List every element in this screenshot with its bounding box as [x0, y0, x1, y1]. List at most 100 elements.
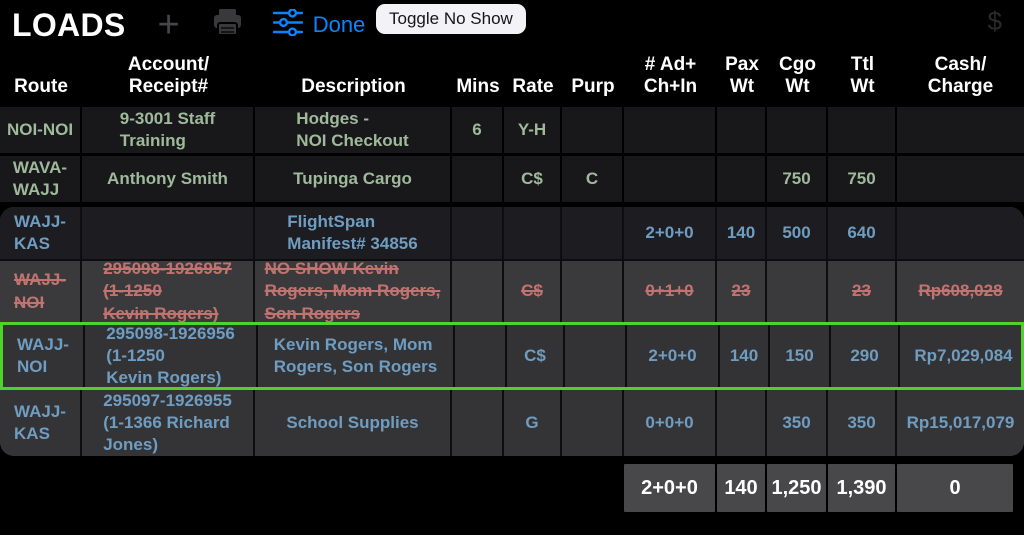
rate-cell: C$ [507, 325, 565, 387]
description-cell: Kevin Rogers, Mom Rogers, Son Rogers [258, 325, 455, 387]
header-rate: Rate [512, 75, 554, 97]
total-ttl-wt: 1,390 [828, 464, 895, 512]
ttl-wt-cell: 23 [828, 261, 897, 322]
load-row-selected-kevin-rogers[interactable]: WAJJ- NOI 295098-1926956 (1-1250 Kevin R… [0, 322, 1024, 390]
description-cell: Hodges - NOI Checkout [255, 107, 452, 153]
load-row-wava-wajj[interactable]: WAVA- WAJJ Anthony Smith Tupinga Cargo C… [0, 156, 1024, 202]
total-cgo-wt: 1,250 [767, 464, 826, 512]
ttl-wt-cell: 290 [831, 325, 900, 387]
description-cell: Tupinga Cargo [255, 156, 452, 202]
account-cell [82, 207, 255, 259]
purp-cell [562, 207, 624, 259]
purp-cell [562, 390, 624, 456]
ttl-wt-cell: 350 [828, 390, 897, 456]
cgo-wt-cell [767, 107, 828, 153]
rate-cell: G [504, 390, 562, 456]
header-route: Route [14, 75, 68, 97]
pax-wt-cell: 140 [717, 207, 767, 259]
header-pax-wt: Pax Wt [725, 53, 759, 97]
total-pax-wt: 140 [717, 464, 765, 512]
counts-cell: 2+0+0 [624, 207, 717, 259]
pax-wt-cell [717, 156, 767, 202]
pax-wt-cell: 23 [717, 261, 767, 322]
mins-cell [455, 325, 507, 387]
totals-row: 2+0+0 140 1,250 1,390 0 [624, 464, 1013, 512]
rate-cell: Y-H [504, 107, 562, 153]
cash-charge-cell: Rp608,028 [918, 281, 1003, 301]
route-cell: WAJJ- KAS [0, 390, 82, 456]
header-account-receipt: Account/ Receipt# [127, 53, 210, 97]
ttl-wt-cell: 640 [828, 207, 897, 259]
print-button[interactable] [212, 8, 243, 42]
cgo-wt-cell: 150 [770, 325, 831, 387]
table-header-row: Route Account/ Receipt# Description Mins… [0, 50, 1024, 105]
top-nav-bar: LOADS + [0, 0, 1024, 50]
cgo-wt-cell: 500 [767, 207, 828, 259]
route-cell: NOI-NOI [0, 107, 82, 153]
rate-cell: C$ [504, 156, 562, 202]
account-cell: 295097-1926955 (1-1366 Richard Jones) [82, 390, 255, 456]
mins-cell [452, 207, 504, 259]
purp-cell [562, 261, 624, 322]
sliders-icon [272, 8, 303, 41]
flight-loads-card: WAJJ- KAS FlightSpan Manifest# 34856 2+0… [0, 207, 1024, 456]
cash-charge-cell [897, 207, 1024, 259]
dollar-icon[interactable]: $ [987, 6, 1002, 36]
rate-cell: C$ [504, 261, 562, 322]
account-cell: 9-3001 Staff Training [82, 107, 255, 153]
load-row-no-show[interactable]: WAJJ- NOI 295098-1926957 (1-1250 Kevin R… [0, 259, 1024, 322]
pax-wt-cell: 140 [720, 325, 770, 387]
mins-cell [452, 261, 504, 322]
load-rows-group: NOI-NOI 9-3001 Staff Training Hodges - N… [0, 107, 1024, 202]
load-row-school-supplies[interactable]: WAJJ- KAS 295097-1926955 (1-1366 Richard… [0, 390, 1024, 456]
header-mins: Mins [456, 75, 500, 97]
mins-cell: 6 [452, 107, 504, 153]
description-cell: NO SHOW Kevin Rogers, Mom Rogers, Son Ro… [255, 261, 452, 322]
route-cell: WAVA- WAJJ [0, 156, 82, 202]
pax-wt-cell [717, 107, 767, 153]
account-cell: 295098-1926956 (1-1250 Kevin Rogers) [85, 325, 258, 387]
header-ttl-wt: Ttl Wt [850, 53, 875, 97]
mins-cell [452, 390, 504, 456]
mins-cell [452, 156, 504, 202]
total-cash-charge: 0 [897, 464, 1013, 512]
account-cell: 295098-1926957 (1-1250 Kevin Rogers) [82, 261, 255, 322]
ttl-wt-cell: 750 [828, 156, 897, 202]
page-title: LOADS [12, 6, 126, 43]
counts-cell [624, 156, 717, 202]
cgo-wt-cell: 750 [767, 156, 828, 202]
description-cell: School Supplies [255, 390, 452, 456]
counts-cell: 0+0+0 [624, 390, 717, 456]
cash-charge-cell [897, 156, 1024, 202]
add-load-button[interactable]: + [157, 4, 180, 46]
ttl-wt-cell [828, 107, 897, 153]
header-ad-ch-in: # Ad+ Ch+In [643, 53, 698, 97]
load-row-noi-noi[interactable]: NOI-NOI 9-3001 Staff Training Hodges - N… [0, 107, 1024, 153]
pax-wt-cell [717, 390, 767, 456]
route-cell: WAJJ- NOI [0, 261, 82, 322]
load-row-flightspan-manifest[interactable]: WAJJ- KAS FlightSpan Manifest# 34856 2+0… [0, 207, 1024, 259]
description-cell: FlightSpan Manifest# 34856 [255, 207, 452, 259]
header-purp: Purp [571, 75, 615, 97]
done-button[interactable]: Done [312, 12, 366, 37]
cash-charge-cell: Rp7,029,084 [914, 345, 1013, 365]
counts-cell [624, 107, 717, 153]
total-counts: 2+0+0 [624, 464, 715, 512]
purp-cell [562, 107, 624, 153]
purp-cell [565, 325, 627, 387]
toggle-no-show-button[interactable]: Toggle No Show [376, 4, 526, 34]
cgo-wt-cell: 350 [767, 390, 828, 456]
counts-cell: 0+1+0 [624, 261, 717, 322]
printer-icon [212, 8, 243, 42]
route-cell: WAJJ- NOI [3, 325, 85, 387]
purp-cell: C [562, 156, 624, 202]
cgo-wt-cell [767, 261, 828, 322]
header-cash-charge: Cash/ Charge [927, 53, 994, 97]
cash-charge-cell: Rp15,017,079 [906, 412, 1015, 432]
account-cell: Anthony Smith [82, 156, 255, 202]
rate-cell [504, 207, 562, 259]
header-description: Description [301, 75, 406, 97]
cash-charge-cell [897, 107, 1024, 153]
filter-button[interactable] [272, 8, 303, 41]
